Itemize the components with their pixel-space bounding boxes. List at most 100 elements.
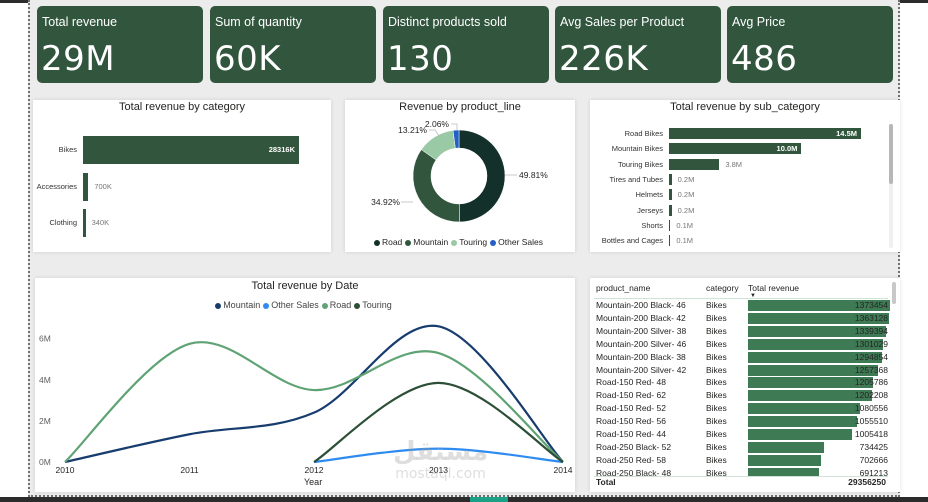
data-bar [748,312,889,324]
subcategory-bar[interactable] [669,143,802,155]
legend-item[interactable]: Other Sales [263,300,319,310]
subcategory-bar-chart[interactable]: Total revenue by sub_category Road Bikes… [590,100,900,252]
kpi-card-total-revenue[interactable]: Total revenue 29M [37,6,203,83]
scrollbar-thumb[interactable] [889,124,893,184]
chart-title: Total revenue by sub_category [670,101,820,113]
legend-label: Mountain [413,237,449,247]
subcategory-label: Touring Bikes [617,159,663,169]
column-header-category[interactable]: category [706,283,739,293]
cell-category: Bikes [706,390,727,401]
kpi-card-avg-sales-per-product[interactable]: Avg Sales per Product 226K [555,6,721,83]
data-bar [748,377,873,389]
legend-dot-icon [490,239,497,246]
x-tick-label: 2012 [305,465,324,475]
sort-desc-icon[interactable]: ▼ [750,293,756,299]
chart-title: Revenue by product_line [399,101,521,113]
category-bar[interactable] [83,136,299,164]
table-scrollbar[interactable] [892,282,896,304]
line-series-touring[interactable] [313,381,564,463]
table-row[interactable]: Road-150 Red- 56 Bikes 1055510 [596,415,896,428]
product-revenue-table[interactable]: product_name category Total revenue ▼ Mo… [590,278,900,492]
revenue-by-date-line-chart[interactable]: Total revenue by Date Mountain Other Sale… [35,278,575,492]
table-body: Mountain-200 Black- 46 Bikes 1373454 Mounta… [596,299,896,476]
table-row[interactable]: Road-250 Black- 48 Bikes 691213 [596,467,896,476]
cell-product-name: Road-150 Red- 52 [596,403,666,414]
donut-slice-mountain[interactable] [412,149,460,223]
cell-product-name: Mountain-200 Silver- 38 [596,325,687,336]
table-row[interactable]: Road-150 Red- 44 Bikes 1005418 [596,428,896,441]
slice-percent-label: 34.92% [371,197,400,207]
donut-legend: Road Mountain Touring Other Sales [345,237,575,247]
subcategory-bar[interactable] [669,128,861,139]
legend-item[interactable]: Mountain [215,300,260,310]
subcategory-bar[interactable] [669,204,672,216]
x-tick-label: 2010 [56,465,75,475]
active-page-indicator [470,497,508,502]
column-header-product-name[interactable]: product_name [596,283,651,293]
table-row[interactable]: Road-250 Black- 52 Bikes 734425 [596,441,896,454]
cell-total-revenue: 1257368 [854,364,888,375]
table-row[interactable]: Mountain-200 Silver- 42 Bikes 1257368 [596,364,896,377]
cell-category: Bikes [706,377,727,388]
subcategory-bar[interactable] [669,219,671,231]
product-line-donut-chart[interactable]: Revenue by product_line 49.81% 34.92% 13.2… [345,100,575,252]
cell-product-name: Road-150 Red- 48 [596,377,666,388]
bar-value-label: 0.1M [676,220,693,230]
subcategory-scrollbar[interactable] [889,124,893,248]
bar-value-label: 28316K [268,145,295,154]
column-header-total-revenue[interactable]: Total revenue [748,283,800,293]
kpi-card-sum-quantity[interactable]: Sum of quantity 60K [210,6,376,83]
bar-value-label: 700K [94,182,112,191]
cell-product-name: Mountain-200 Black- 42 [596,312,686,323]
legend-item[interactable]: Road [321,300,352,310]
data-bar [748,364,878,376]
subcategory-bar[interactable] [669,173,672,185]
subcategory-bar[interactable] [669,158,720,170]
donut-slice-road[interactable] [458,129,506,223]
table-row[interactable]: Road-150 Red- 62 Bikes 1202208 [596,389,896,402]
scrollbar-thumb[interactable] [892,282,896,304]
legend-item[interactable]: Other Sales [490,237,543,247]
cell-total-revenue: 1363128 [854,312,888,323]
legend-label: Road [329,300,352,310]
table-row[interactable]: Mountain-200 Black- 38 Bikes 1294854 [596,351,896,364]
line-series-road[interactable] [64,341,564,463]
legend-item[interactable]: Touring [451,237,487,247]
legend-label: Touring [362,300,392,310]
bar-value-label: 0.1M [676,236,693,246]
kpi-label: Avg Sales per Product [560,15,685,29]
legend-item[interactable]: Mountain [405,237,448,247]
table-row[interactable]: Road-250 Red- 58 Bikes 702666 [596,454,896,467]
table-row[interactable]: Mountain-200 Black- 42 Bikes 1363128 [596,312,896,325]
legend-dot-icon [405,239,412,246]
legend-label: Other Sales [271,300,319,310]
category-bar[interactable] [83,209,86,237]
table-row[interactable]: Mountain-200 Silver- 46 Bikes 1301029 [596,338,896,351]
legend-item[interactable]: Touring [354,300,392,310]
cell-total-revenue: 1373454 [854,300,888,310]
bar-value-label: 14.5M [836,129,857,138]
legend-item[interactable]: Road [373,237,402,247]
subcategory-bar[interactable] [669,189,672,201]
line-series-mountain[interactable] [64,324,564,464]
category-bar[interactable] [83,173,89,201]
cell-category: Bikes [706,429,727,439]
cell-product-name: Mountain-200 Black- 46 [596,300,686,310]
subcategory-label: Jerseys [637,205,663,215]
donut-slice-other-sales[interactable] [452,129,460,149]
table-row[interactable]: Road-150 Red- 52 Bikes 1080556 [596,402,896,415]
data-bar [748,300,890,311]
cell-product-name: Mountain-200 Silver- 46 [596,338,687,349]
table-row[interactable]: Mountain-200 Black- 46 Bikes 1373454 [596,299,896,312]
donut-svg: 49.81% 34.92% 13.21%2.06% [371,119,548,223]
cell-category: Bikes [706,416,727,427]
table-row[interactable]: Mountain-200 Silver- 38 Bikes 1339394 [596,325,896,338]
category-bar-chart[interactable]: Total revenue by category Bikes 28316K Acc… [33,100,331,252]
legend-dot-icon [263,302,270,309]
data-bar [748,390,873,402]
subcategory-bar[interactable] [669,235,671,247]
line-series-other-sales[interactable] [313,447,564,464]
table-row[interactable]: Road-150 Red- 48 Bikes 1205786 [596,376,896,389]
kpi-card-distinct-products[interactable]: Distinct products sold 130 [383,6,549,83]
kpi-card-avg-price[interactable]: Avg Price 486 [727,6,893,83]
